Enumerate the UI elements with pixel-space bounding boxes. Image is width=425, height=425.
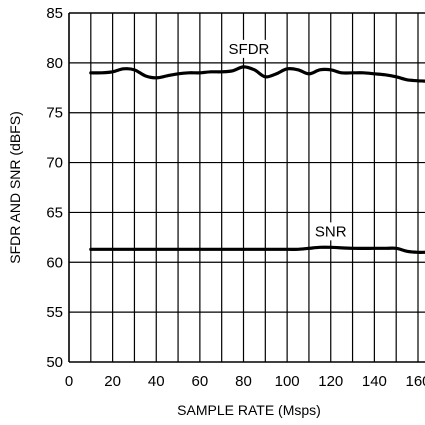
tick-labels: 0 20 40 60 80 100 120 140 160 50 55 60 65 70 75 80 85 [46,5,425,390]
sfdr-series-label: SFDR [229,41,270,58]
y-tick-label: 85 [46,5,63,22]
y-tick-label: 75 [46,105,63,122]
snr-label-backing [311,222,350,241]
y-tick-label: 80 [46,55,63,72]
sfdr-label-backing [224,39,273,58]
series-lines [89,65,425,254]
snr-series-label: SNR [315,223,347,240]
x-tick-label: 40 [148,373,165,390]
y-tick-label: 60 [46,254,63,271]
x-axis-title: SAMPLE RATE (Msps) [177,402,321,418]
x-tick-label: 140 [362,373,387,390]
x-tick-label: 20 [104,373,121,390]
series-labels: SFDR SNR [224,39,350,241]
plot-frame [68,12,425,363]
x-tick-label: 60 [192,373,209,390]
y-tick-label: 70 [46,155,63,172]
x-tick-label: 80 [235,373,252,390]
x-tick-label: 0 [65,373,73,390]
y-tick-label: 65 [46,204,63,221]
y-tick-label: 50 [46,354,63,371]
y-axis-title: SFDR AND SNR (dBFS) [7,111,23,263]
x-tick-label: 120 [318,373,343,390]
x-tick-label: 100 [275,373,300,390]
y-tick-label: 55 [46,304,63,321]
sfdr-line [89,65,425,83]
x-tick-label: 160 [405,373,425,390]
snr-line [89,245,425,254]
grid [69,13,425,362]
